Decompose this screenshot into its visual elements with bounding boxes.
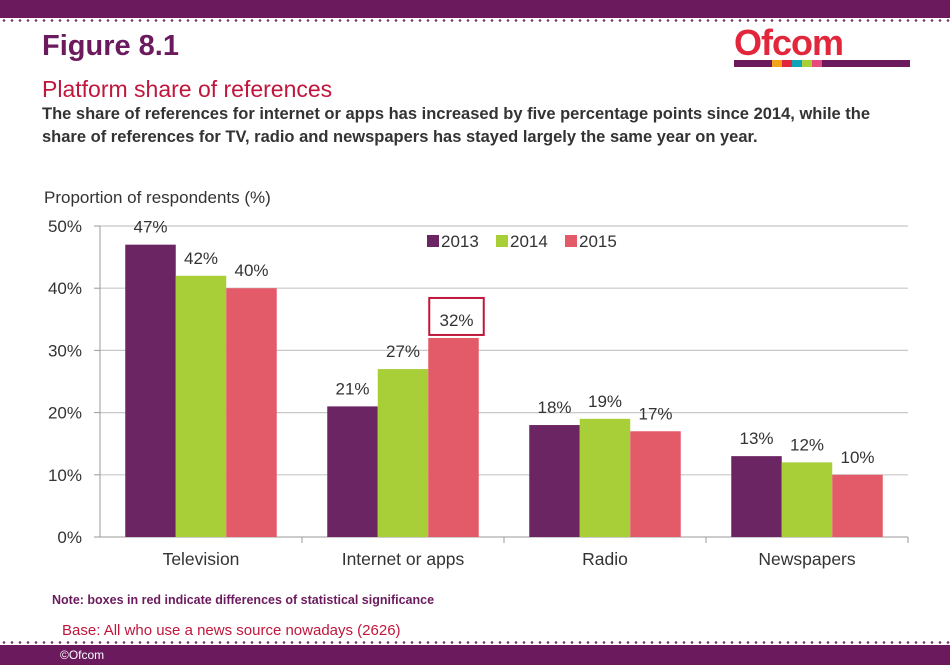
figure-label: Figure 8.1: [42, 30, 179, 62]
data-label: 32%: [439, 311, 473, 330]
data-label: 42%: [184, 249, 218, 268]
bar: [125, 244, 176, 537]
bar: [781, 462, 833, 537]
y-axis-title: Proportion of respondents (%): [44, 188, 271, 207]
y-tick-label: 20%: [48, 404, 82, 423]
data-label: 12%: [790, 435, 824, 454]
x-tick-label: Radio: [582, 549, 628, 569]
y-tick-label: 30%: [48, 341, 82, 360]
data-label: 47%: [133, 218, 167, 237]
data-label: 21%: [335, 379, 369, 398]
legend-label: 2014: [510, 232, 548, 251]
bar: [226, 288, 277, 537]
bar: [175, 275, 227, 537]
data-label: 19%: [588, 392, 622, 411]
x-tick-label: Television: [163, 549, 240, 569]
top-banner-dots: [0, 18, 950, 23]
significance-box: [428, 296, 485, 336]
bottom-banner: [0, 645, 950, 665]
data-label: 10%: [840, 448, 874, 467]
data-label: 18%: [537, 398, 571, 417]
x-tick-label: Newspapers: [758, 549, 856, 569]
bar: [428, 337, 479, 537]
significance-note: Note: boxes in red indicate differences …: [52, 593, 435, 607]
copyright: ©Ofcom: [60, 648, 105, 662]
ofcom-logo: Ofcom: [734, 22, 910, 70]
top-banner: [0, 0, 950, 18]
bar-chart: 0% 10% 20% 30% 40% 50% Television 47% 42% 40% Inte…: [48, 217, 909, 569]
data-label: 27%: [386, 342, 420, 361]
chart-description: The share of references for internet or …: [42, 105, 871, 146]
bar: [377, 369, 429, 537]
x-tick-label: Internet or apps: [342, 549, 465, 569]
bar: [327, 406, 378, 537]
legend-label: 2013: [441, 232, 479, 251]
logo-color-strip: [734, 60, 910, 67]
legend-swatch: [427, 235, 439, 247]
data-label: 17%: [638, 404, 672, 423]
chart-subtitle: Platform share of references: [42, 76, 333, 102]
bar: [630, 431, 681, 537]
base-note: Base: All who use a news source nowadays…: [62, 622, 401, 639]
bar: [579, 418, 631, 537]
y-tick-label: 0%: [57, 528, 82, 547]
y-tick-label: 10%: [48, 466, 82, 485]
legend-label: 2015: [579, 232, 617, 251]
y-tick-label: 40%: [48, 279, 82, 298]
bar: [832, 474, 883, 537]
bar: [731, 456, 782, 537]
y-tick-label: 50%: [48, 217, 82, 236]
data-label: 13%: [739, 429, 773, 448]
legend-swatch: [496, 235, 508, 247]
ofcom-logo-text: Ofcom: [734, 22, 844, 63]
bottom-banner-dots: [0, 640, 950, 645]
legend-swatch: [565, 235, 577, 247]
data-label: 40%: [234, 261, 268, 280]
bar: [529, 425, 580, 537]
